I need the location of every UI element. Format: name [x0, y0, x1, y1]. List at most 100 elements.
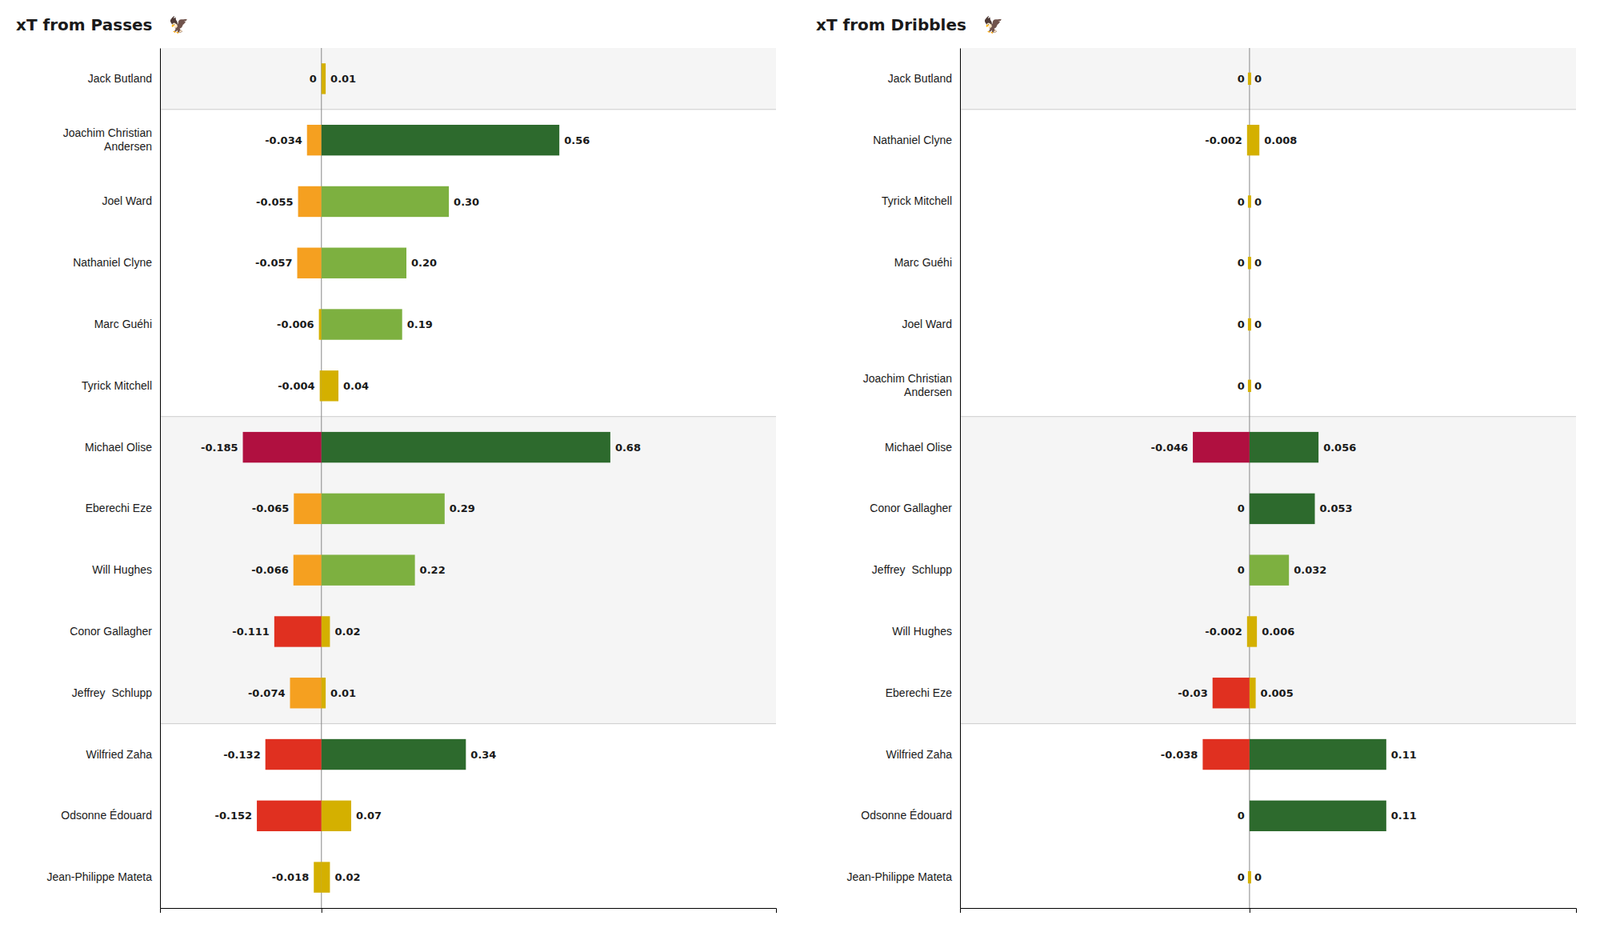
data-label: -0.055: [256, 196, 294, 208]
grid-line: [1248, 48, 1250, 908]
category-label-line: Nathaniel Clyne: [872, 133, 952, 147]
bar: [321, 739, 467, 770]
category-label-line: Jack Butland: [888, 72, 952, 85]
category-label: Jack Butland: [88, 72, 152, 85]
data-label: 0: [1237, 318, 1245, 331]
x-tick: [321, 908, 323, 913]
category-label-line: Joachim Christian: [863, 372, 952, 385]
data-label: 0.01: [330, 687, 356, 700]
category-label-line: Wilfried Zaha: [886, 748, 953, 761]
zero-marker: [1248, 380, 1252, 392]
category-label-line: Jeffrey Schlupp: [72, 686, 152, 700]
bar: [321, 432, 611, 463]
data-label: -0.018: [272, 871, 310, 884]
data-label: 0.56: [564, 134, 590, 147]
group-separator: [160, 723, 776, 724]
category-label-line: Andersen: [104, 140, 152, 153]
category-label: Eberechi Eze: [885, 686, 952, 700]
category-label: Wilfried Zaha: [86, 748, 153, 761]
x-tick-mark: [1249, 908, 1251, 913]
data-label: 0: [1254, 72, 1262, 85]
bar: [1249, 124, 1260, 156]
y-tick: Jack Butland: [888, 72, 960, 85]
group-separator: [160, 416, 776, 417]
category-label: Conor Gallagher: [869, 501, 952, 515]
y-tick: Michael Olise: [84, 440, 160, 454]
y-axis: Jack Butland Nathaniel Clyne Tyrick Mitche…: [846, 48, 960, 909]
data-label: 0.29: [449, 502, 476, 515]
y-tick: Conor Gallagher: [869, 501, 960, 515]
zero-marker: [1248, 871, 1252, 884]
data-label: -0.006: [276, 318, 315, 331]
category-label-line: Jean-Philippe Mateta: [46, 870, 152, 884]
bar: [313, 861, 322, 892]
y-tick: Marc Guéhi: [894, 256, 960, 269]
data-labels: 0-0.0020000-0.04600-0.002-0.03-0.0380000…: [1151, 72, 1417, 884]
data-label: 0: [1237, 380, 1245, 392]
y-tick: Tyrick Mitchell: [81, 379, 160, 392]
bar: [293, 554, 322, 585]
bar: [1249, 677, 1256, 708]
y-axis-line: [160, 48, 161, 909]
zero-marker: [1248, 195, 1252, 208]
data-label: 0.008: [1264, 134, 1297, 147]
category-label: Michael Olise: [84, 440, 152, 454]
bar: [1202, 739, 1250, 770]
bar: [1249, 616, 1257, 647]
bar: [321, 308, 403, 340]
data-label: 0: [1254, 196, 1262, 208]
group-band: [160, 416, 776, 724]
bar: [297, 248, 322, 279]
category-label-line: Will Hughes: [892, 624, 952, 638]
data-label: -0.132: [223, 748, 261, 761]
data-label: 0.01: [330, 72, 356, 85]
data-labels: 0-0.034-0.055-0.057-0.006-0.004-0.185-0.…: [200, 72, 641, 884]
bar: [321, 493, 445, 524]
data-label: 0.032: [1293, 564, 1327, 576]
category-label-line: Odsonne Édouard: [860, 808, 952, 822]
category-label-line: Jeffrey Schlupp: [872, 563, 952, 576]
y-tick: Nathaniel Clyne: [72, 256, 160, 269]
x-axis-line: [160, 908, 777, 914]
bar: [321, 554, 416, 585]
y-tick: Jean-Philippe Mateta: [846, 870, 960, 884]
data-label: 0: [1237, 809, 1245, 822]
group-bands: [160, 48, 776, 724]
category-label-line: Jack Butland: [88, 72, 152, 85]
y-tick: Eberechi Eze: [85, 501, 160, 515]
y-tick: Jean-Philippe Mateta: [46, 870, 160, 884]
data-label: -0.002: [1204, 625, 1243, 638]
y-tick: Nathaniel Clyne: [872, 133, 960, 147]
panel: Jack ButlandJoachim ChristianAndersenJoe…: [16, 15, 777, 913]
bar: [1212, 677, 1250, 708]
y-tick: Marc Guéhi: [94, 317, 160, 331]
bar: [321, 63, 326, 94]
data-label: -0.185: [200, 441, 239, 454]
data-label: 0.07: [356, 809, 382, 822]
category-label-line: Tyrick Mitchell: [881, 194, 952, 208]
bar: [1249, 554, 1289, 585]
bar: [321, 370, 339, 401]
data-label: 0.20: [411, 256, 437, 269]
data-label: 0: [1237, 871, 1245, 884]
category-label-line: Conor Gallagher: [69, 624, 152, 638]
group-band: [960, 48, 1576, 110]
data-label: 0: [1237, 72, 1245, 85]
data-label: 0.053: [1320, 502, 1353, 515]
y-tick: Will Hughes: [892, 624, 960, 638]
category-label: Wilfried Zaha: [886, 748, 953, 761]
data-label: 0: [1237, 564, 1245, 576]
data-label: 0: [1254, 380, 1262, 392]
data-label: -0.074: [248, 687, 286, 700]
group-separator: [960, 416, 1576, 417]
bar: [320, 370, 322, 401]
category-label-line: Odsonne Édouard: [60, 808, 152, 822]
bar: [321, 677, 326, 708]
data-label: 0.68: [615, 441, 641, 454]
category-label-line: Joel Ward: [901, 317, 952, 331]
chart-title: xT from Passes 🦅: [16, 15, 189, 35]
bar: [321, 861, 331, 892]
y-tick: Wilfried Zaha: [86, 748, 160, 761]
category-label: Joachim ChristianAndersen: [63, 126, 152, 153]
bar: [1249, 432, 1319, 463]
